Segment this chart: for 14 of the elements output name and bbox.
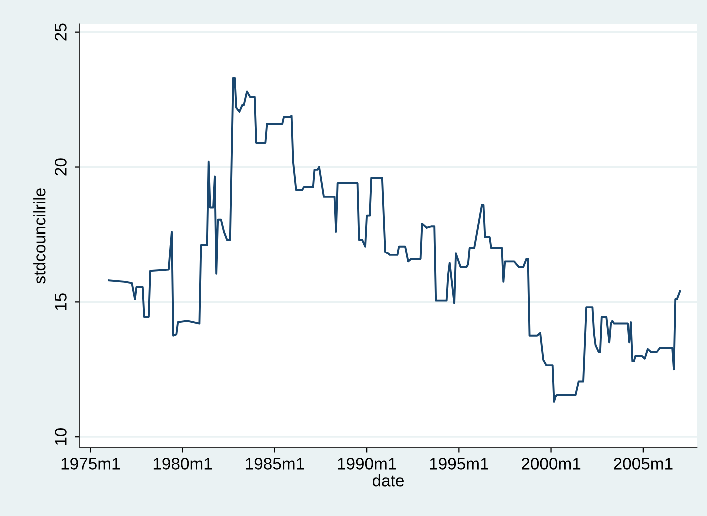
x-tick-label: 1990m1 <box>338 458 396 470</box>
line-series <box>108 77 682 403</box>
x-tick-label: 1975m1 <box>62 458 120 470</box>
x-tick-label: 2005m1 <box>614 458 673 470</box>
x-tick-label: 1995m1 <box>430 458 488 470</box>
y-tick-label: 15 <box>55 294 67 310</box>
y-tick-label: 20 <box>55 158 67 176</box>
y-tick-label: 10 <box>55 428 67 446</box>
x-tick-label: 1985m1 <box>246 458 304 470</box>
x-tick-label: 1980m1 <box>154 458 212 470</box>
y-axis-title: stdcouncilrile <box>34 188 46 284</box>
x-axis-title: date <box>372 474 404 487</box>
x-tick-label: 2000m1 <box>522 458 581 470</box>
y-tick-label: 25 <box>55 24 67 41</box>
